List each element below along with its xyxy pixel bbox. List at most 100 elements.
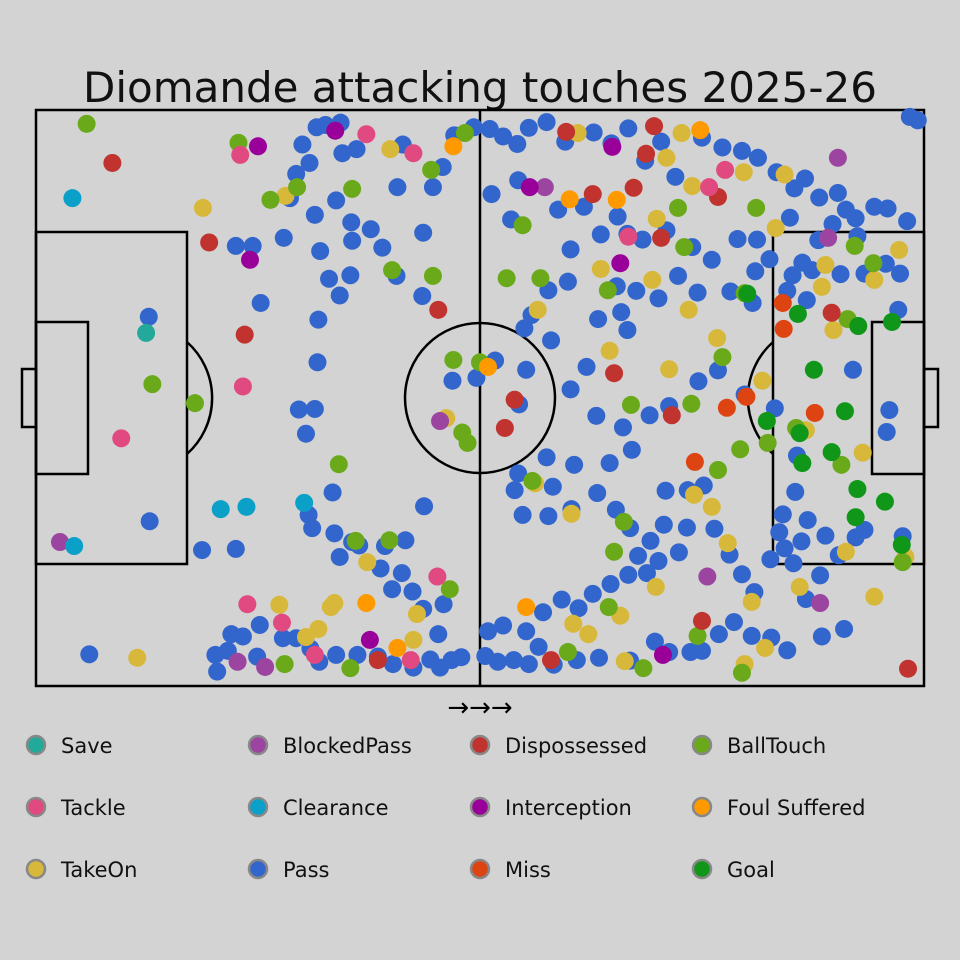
point-pass [823,215,842,234]
point-pass [709,625,728,644]
point-foul-suffered [388,638,407,657]
point-pass [193,541,212,560]
point-goal [793,454,812,473]
legend-item-clearance: Clearance [247,796,389,820]
point-pass [591,225,610,244]
point-pass [542,331,561,350]
point-pass [396,531,415,550]
point-blockedpass [535,178,554,197]
legend-marker [691,796,713,818]
point-pass [796,169,815,188]
point-pass [539,507,558,526]
point-interception [603,137,622,156]
point-balltouch [558,643,577,662]
point-pass [877,422,896,441]
point-balltouch [758,433,777,452]
point-pass [323,483,342,502]
point-balltouch [513,216,532,235]
point-pass [494,616,513,635]
point-tackle [305,645,324,664]
point-pass [746,262,765,281]
left-six-yard-box [34,320,90,476]
point-balltouch [143,375,162,394]
point-balltouch [747,198,766,217]
point-balltouch [346,531,365,550]
point-pass [656,481,675,500]
point-dispossessed [583,185,602,204]
point-takeon [790,577,809,596]
point-balltouch [531,269,550,288]
point-balltouch [845,236,864,255]
point-takeon [657,148,676,167]
point-balltouch [261,190,280,209]
point-pass [274,228,293,247]
point-takeon [564,614,583,633]
point-balltouch [621,395,640,414]
legend-item-save: Save [25,734,113,758]
legend-item-tackle: Tackle [25,796,126,820]
point-pass [429,625,448,644]
point-pass [330,286,349,305]
point-pass [608,207,627,226]
point-pass [508,134,527,153]
point-dispossessed [235,325,254,344]
point-balltouch [343,179,362,198]
point-takeon [890,240,909,259]
legend-item-foul-suffered: Foul Suffered [691,796,865,820]
point-goal [883,312,902,331]
point-takeon [679,300,698,319]
point-pass [618,321,637,340]
point-pass [742,626,761,645]
point-pass [561,380,580,399]
legend-label: Goal [727,858,775,882]
point-balltouch [185,394,204,413]
point-tackle [428,567,447,586]
point-takeon [128,648,147,667]
point-miss [805,403,824,422]
point-pass [371,559,390,578]
point-pass [509,464,528,483]
point-pass [589,310,608,329]
point-takeon [753,371,772,390]
point-tackle [112,429,131,448]
point-dispossessed [200,233,219,252]
point-pass [482,185,501,204]
point-pass [574,197,593,216]
point-dispossessed [557,122,576,141]
point-goal [875,492,894,511]
point-balltouch [669,198,688,217]
point-goal [738,284,757,303]
point-balltouch [599,598,618,617]
point-pass [619,119,638,138]
point-dispossessed [429,300,448,319]
point-pass [305,205,324,224]
point-pass [222,625,241,644]
chart-title: Diomande attacking touches 2025-26 [83,63,877,112]
point-interception [249,137,267,156]
point-goal [804,360,823,379]
point-dispossessed [652,228,671,247]
point-balltouch [423,266,442,285]
legend-marker [25,734,47,756]
point-pass [549,200,568,219]
point-pass [786,482,805,501]
point-takeon [865,587,884,606]
legend-item-takeon: TakeOn [25,858,137,882]
point-pass [423,178,442,197]
point-pass [504,651,523,670]
point-foul-suffered [607,190,626,209]
point-goal [757,412,776,431]
point-pass [327,645,346,664]
point-pass [835,619,854,638]
point-pass [900,107,919,126]
point-blockedpass [819,228,838,247]
point-balltouch [688,626,707,645]
point-pass [601,575,620,594]
point-pass [403,582,422,601]
point-pass [855,520,874,539]
point-pass [296,424,315,443]
point-blockedpass [50,533,69,551]
point-balltouch [77,114,96,133]
point-balltouch [708,461,727,479]
point-goal [790,424,809,443]
